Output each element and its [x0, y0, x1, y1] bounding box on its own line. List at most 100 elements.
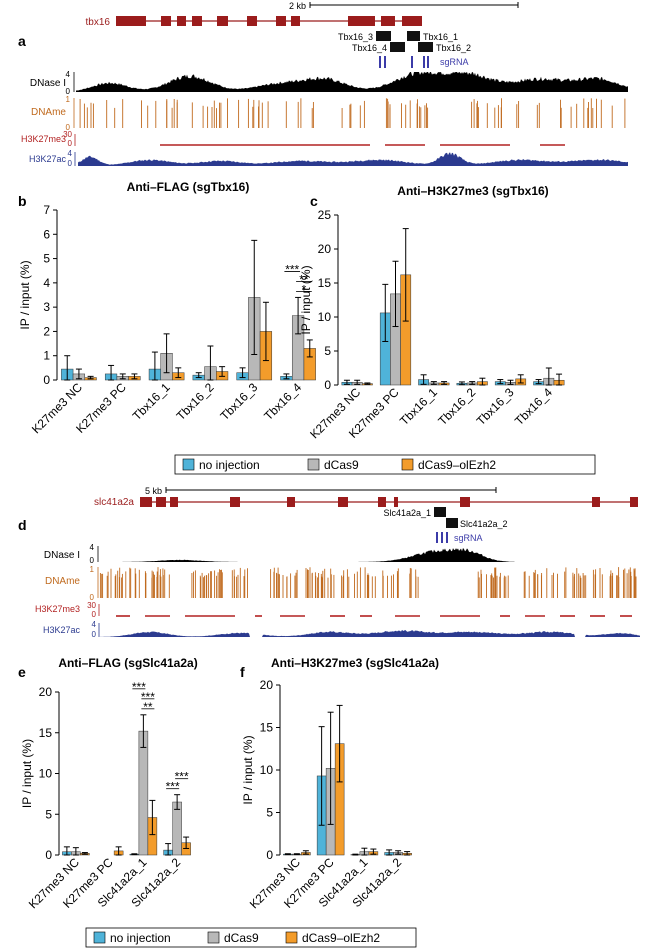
- sgrna-label-slc41a2a: sgRNA: [454, 533, 483, 543]
- target-label-slc41a2a-2: Slc41a2a_2: [460, 519, 508, 529]
- exon: [247, 16, 257, 26]
- tick-dname-max-tbx16: 1: [66, 95, 71, 104]
- significance-label: ***: [132, 680, 146, 694]
- exon: [287, 497, 295, 507]
- chart-anti-flag-sgtbx16: Anti–FLAG (sgTbx16) 0 1 2 3 4 5 6 7 IP / input (%…: [18, 180, 316, 436]
- y-tick-label: 1: [43, 349, 50, 363]
- panel-label-c: c: [310, 193, 318, 209]
- track-label-dname-tbx16: DNAme: [31, 107, 66, 118]
- y-tick-label: 10: [260, 763, 274, 777]
- exon: [378, 497, 386, 507]
- y-tick-label: 4: [43, 276, 50, 290]
- exon: [338, 497, 348, 507]
- track-panel-tbx16: tbx16 2 kb Tbx16_3 Tbx16_1 Tbx16_4 Tbx16…: [21, 1, 628, 168]
- y-tick-label: 15: [260, 721, 274, 735]
- chart-title: Anti–H3K27me3 (sgSlc41a2a): [271, 656, 439, 670]
- x-tick-label: Tbx16_3: [217, 380, 260, 423]
- y-tick-label: 10: [318, 310, 332, 324]
- y-tick-label: 0: [324, 378, 331, 392]
- x-tick-label: Tbx16_4: [261, 380, 304, 423]
- tick-h3k27me3-min-tbx16: 0: [68, 139, 73, 148]
- y-tick-label: 20: [318, 242, 332, 256]
- significance-label: ***: [141, 690, 155, 704]
- track-label-h3k27ac-slc41a2a: H3K27ac: [43, 625, 81, 635]
- exon: [170, 497, 178, 507]
- significance-label: ***: [175, 770, 189, 784]
- legend-label-dcas9: dCas9: [324, 458, 359, 472]
- tick-dname-min-slc41a2a: 0: [90, 593, 95, 602]
- track-label-dnase-slc41a2a: DNase I: [44, 550, 80, 561]
- target-label-tbx16-3: Tbx16_3: [338, 32, 373, 42]
- track-panel-slc41a2a: slc41a2a 5 kb Slc41a2a_1 Slc41a2a_2 sgRN…: [35, 486, 640, 639]
- x-tick-label: Tbx16_2: [435, 385, 478, 428]
- exon: [460, 497, 470, 507]
- legend-label-no-injection: no injection: [110, 931, 171, 945]
- x-tick-label: Tbx16_1: [397, 385, 440, 428]
- y-tick-label: 10: [39, 767, 53, 781]
- panel-label-a: a: [18, 33, 26, 49]
- significance-label: ***: [285, 262, 299, 276]
- legend-swatch-dcas9: [307, 458, 320, 471]
- y-axis-label: IP / input (%): [241, 735, 255, 804]
- exon: [161, 16, 171, 26]
- target-label-tbx16-1: Tbx16_1: [423, 32, 458, 42]
- tick-dnase-max-slc41a2a: 4: [90, 543, 95, 552]
- y-tick-label: 5: [43, 252, 50, 266]
- y-tick-label: 6: [43, 227, 50, 241]
- tick-dnase-min-slc41a2a: 0: [90, 556, 95, 565]
- significance-label: *: [302, 282, 307, 296]
- dname-track-tbx16: [79, 98, 626, 128]
- tick-h3k27ac-min-slc41a2a: 0: [92, 630, 97, 639]
- tick-dnase-max-tbx16: 4: [66, 70, 71, 79]
- legend-bottom: no injection dCas9 dCas9–olEzh2: [85, 927, 417, 948]
- y-tick-label: 3: [43, 300, 50, 314]
- panel-label-b: b: [18, 193, 27, 209]
- legend-label-dcas9-olezh2: dCas9–olEzh2: [302, 931, 380, 945]
- track-label-dnase-tbx16: DNase I: [30, 78, 66, 89]
- y-tick-label: 5: [45, 807, 52, 821]
- exon: [381, 16, 395, 26]
- x-tick-label: Tbx16_2: [174, 380, 217, 423]
- exon: [348, 16, 375, 26]
- exon: [192, 16, 202, 26]
- tick-h3k27me3-max-slc41a2a: 30: [87, 601, 96, 610]
- bar: [172, 801, 182, 856]
- gene-exons-tbx16: [116, 16, 422, 26]
- target-boxes-tbx16: [376, 31, 433, 52]
- target-label-tbx16-2: Tbx16_2: [436, 43, 471, 53]
- y-tick-label: 15: [318, 276, 332, 290]
- sgrna-label-tbx16: sgRNA: [440, 57, 469, 67]
- y-tick-label: 2: [43, 324, 50, 338]
- legend-swatch-dcas9: [207, 931, 220, 944]
- y-tick-label: 0: [43, 373, 50, 387]
- target-box-tbx16-3: [376, 31, 391, 41]
- tick-h3k27ac-min-tbx16: 0: [68, 159, 73, 168]
- target-label-slc41a2a-1: Slc41a2a_1: [383, 508, 431, 518]
- sgrna-marks-slc41a2a: [436, 532, 448, 543]
- sgrna-marks-tbx16: [379, 56, 429, 68]
- bar: [138, 730, 149, 856]
- track-label-h3k27ac-tbx16: H3K27ac: [29, 154, 67, 164]
- y-tick-label: 15: [39, 726, 53, 740]
- target-box-tbx16-1: [407, 31, 420, 41]
- exon: [402, 16, 422, 26]
- legend-swatch-no-injection: [93, 931, 106, 944]
- legend-label-dcas9: dCas9: [224, 931, 259, 945]
- x-tick-label: Tbx16_4: [512, 385, 555, 428]
- dnase-track-slc41a2a: [100, 548, 640, 562]
- panel-label-f: f: [240, 664, 245, 680]
- gene-label-tbx16: tbx16: [86, 17, 111, 28]
- y-tick-label: 0: [45, 848, 52, 862]
- tick-h3k27me3-max-tbx16: 30: [63, 130, 72, 139]
- tick-dname-max-slc41a2a: 1: [90, 565, 95, 574]
- significance-label: **: [299, 272, 309, 286]
- y-axis-label: IP / input (%): [18, 260, 32, 329]
- exon: [630, 497, 638, 507]
- significance-label: ***: [166, 780, 180, 794]
- panel-label-d: d: [18, 517, 27, 533]
- dname-track-slc41a2a: [99, 567, 637, 598]
- y-tick-label: 20: [260, 678, 274, 692]
- y-tick-label: 5: [324, 344, 331, 358]
- tick-h3k27ac-max-tbx16: 4: [68, 149, 73, 158]
